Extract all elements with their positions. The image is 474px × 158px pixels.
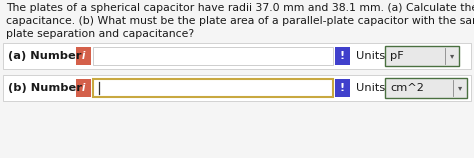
Text: Units: Units bbox=[356, 83, 385, 93]
Text: i: i bbox=[82, 83, 85, 93]
FancyBboxPatch shape bbox=[335, 79, 350, 97]
Text: (b) Number: (b) Number bbox=[8, 83, 82, 93]
Text: capacitance. (b) What must be the plate area of a parallel-plate capacitor with : capacitance. (b) What must be the plate … bbox=[6, 16, 474, 26]
FancyBboxPatch shape bbox=[385, 78, 467, 98]
Text: !: ! bbox=[340, 51, 345, 61]
Text: !: ! bbox=[340, 83, 345, 93]
FancyBboxPatch shape bbox=[3, 43, 471, 69]
Text: The plates of a spherical capacitor have radii 37.0 mm and 38.1 mm. (a) Calculat: The plates of a spherical capacitor have… bbox=[6, 3, 474, 13]
FancyBboxPatch shape bbox=[76, 79, 91, 97]
FancyBboxPatch shape bbox=[76, 47, 91, 65]
Text: pF: pF bbox=[390, 51, 404, 61]
Text: i: i bbox=[82, 51, 85, 61]
FancyBboxPatch shape bbox=[93, 79, 333, 97]
Text: (a) Number: (a) Number bbox=[8, 51, 82, 61]
Text: cm^2: cm^2 bbox=[390, 83, 424, 93]
Text: ▾: ▾ bbox=[458, 83, 462, 92]
Text: ▾: ▾ bbox=[450, 52, 454, 61]
FancyBboxPatch shape bbox=[3, 75, 471, 101]
FancyBboxPatch shape bbox=[93, 47, 333, 65]
Text: Units: Units bbox=[356, 51, 385, 61]
FancyBboxPatch shape bbox=[335, 47, 350, 65]
Text: plate separation and capacitance?: plate separation and capacitance? bbox=[6, 29, 194, 39]
FancyBboxPatch shape bbox=[385, 46, 459, 66]
